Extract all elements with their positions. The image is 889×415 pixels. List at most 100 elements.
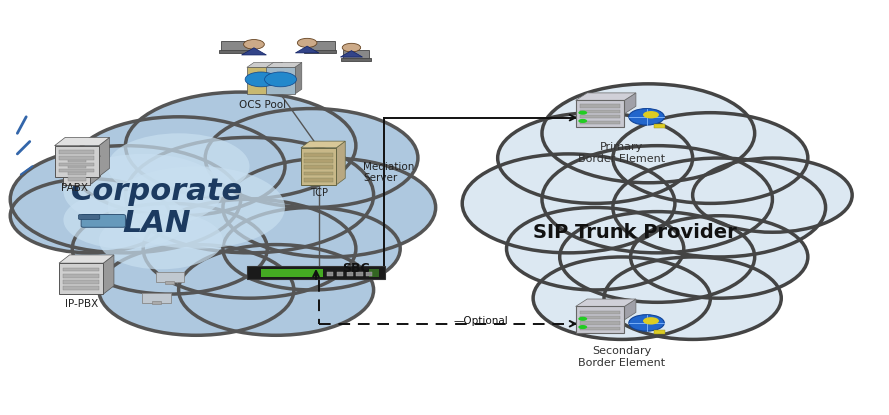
Circle shape (205, 109, 418, 208)
Circle shape (542, 146, 773, 253)
Circle shape (560, 212, 755, 302)
Circle shape (223, 208, 400, 290)
FancyBboxPatch shape (219, 50, 253, 53)
FancyBboxPatch shape (142, 293, 171, 303)
FancyBboxPatch shape (68, 171, 85, 175)
Polygon shape (59, 255, 114, 263)
Circle shape (11, 178, 170, 253)
Circle shape (244, 39, 264, 49)
Circle shape (342, 43, 361, 52)
FancyBboxPatch shape (576, 306, 624, 333)
FancyBboxPatch shape (68, 165, 85, 168)
FancyBboxPatch shape (59, 163, 94, 166)
Text: IP-PBX: IP-PBX (65, 299, 98, 309)
FancyBboxPatch shape (581, 321, 620, 325)
Text: Primary
Border Element: Primary Border Element (578, 142, 665, 164)
Polygon shape (336, 141, 345, 185)
FancyBboxPatch shape (63, 280, 99, 284)
FancyBboxPatch shape (581, 316, 620, 319)
FancyBboxPatch shape (165, 281, 174, 284)
Circle shape (63, 191, 188, 249)
FancyBboxPatch shape (369, 269, 380, 277)
FancyBboxPatch shape (260, 269, 323, 277)
Text: OCS Pool: OCS Pool (239, 100, 286, 110)
FancyBboxPatch shape (267, 67, 295, 94)
Circle shape (498, 113, 693, 203)
Circle shape (108, 166, 285, 249)
FancyBboxPatch shape (59, 169, 94, 173)
FancyBboxPatch shape (581, 120, 620, 124)
Polygon shape (90, 156, 100, 185)
FancyBboxPatch shape (301, 148, 336, 185)
Circle shape (245, 72, 277, 87)
FancyBboxPatch shape (304, 159, 332, 163)
FancyBboxPatch shape (63, 274, 99, 278)
Circle shape (125, 92, 356, 199)
Circle shape (643, 111, 659, 118)
FancyBboxPatch shape (220, 42, 252, 51)
Polygon shape (242, 48, 267, 55)
FancyBboxPatch shape (156, 272, 184, 282)
Polygon shape (340, 51, 363, 57)
Text: TCP: TCP (309, 188, 328, 198)
FancyBboxPatch shape (152, 301, 161, 304)
FancyBboxPatch shape (576, 100, 624, 127)
FancyBboxPatch shape (366, 272, 372, 276)
Circle shape (265, 72, 297, 87)
Circle shape (629, 109, 664, 125)
Polygon shape (624, 299, 636, 320)
Polygon shape (247, 62, 283, 67)
Polygon shape (295, 46, 319, 53)
FancyBboxPatch shape (78, 215, 100, 220)
FancyBboxPatch shape (59, 263, 103, 294)
Circle shape (542, 84, 755, 183)
FancyBboxPatch shape (327, 272, 333, 276)
Circle shape (143, 199, 356, 298)
Circle shape (72, 203, 268, 294)
FancyBboxPatch shape (347, 272, 353, 276)
Polygon shape (301, 141, 345, 148)
Text: Corporate
LAN: Corporate LAN (70, 177, 243, 238)
FancyBboxPatch shape (304, 50, 336, 53)
FancyBboxPatch shape (304, 153, 332, 157)
FancyBboxPatch shape (653, 124, 665, 128)
Polygon shape (576, 93, 636, 100)
Circle shape (579, 317, 587, 321)
Text: —Optional: —Optional (453, 316, 509, 326)
Circle shape (125, 137, 373, 253)
FancyBboxPatch shape (247, 266, 385, 279)
FancyBboxPatch shape (59, 150, 94, 154)
FancyBboxPatch shape (304, 166, 332, 169)
FancyBboxPatch shape (356, 272, 363, 276)
Circle shape (179, 244, 373, 335)
Circle shape (108, 133, 250, 199)
Circle shape (613, 158, 826, 257)
Circle shape (643, 317, 659, 325)
Polygon shape (624, 93, 636, 114)
FancyBboxPatch shape (247, 67, 276, 94)
Polygon shape (103, 255, 114, 294)
FancyBboxPatch shape (68, 159, 85, 162)
Circle shape (11, 146, 241, 253)
FancyBboxPatch shape (59, 156, 94, 160)
FancyBboxPatch shape (581, 115, 620, 118)
FancyBboxPatch shape (63, 286, 99, 290)
FancyBboxPatch shape (304, 178, 332, 181)
Circle shape (99, 212, 223, 269)
FancyBboxPatch shape (341, 58, 371, 61)
FancyBboxPatch shape (54, 146, 99, 177)
Circle shape (533, 257, 710, 339)
Circle shape (63, 154, 223, 228)
Circle shape (604, 257, 781, 339)
Circle shape (462, 154, 675, 253)
Circle shape (507, 208, 684, 290)
Polygon shape (54, 137, 109, 146)
Circle shape (223, 158, 436, 257)
FancyBboxPatch shape (337, 272, 343, 276)
Circle shape (297, 38, 316, 47)
FancyBboxPatch shape (68, 177, 85, 181)
Polygon shape (99, 137, 109, 177)
Polygon shape (267, 62, 302, 67)
Polygon shape (276, 62, 283, 94)
FancyBboxPatch shape (581, 110, 620, 113)
